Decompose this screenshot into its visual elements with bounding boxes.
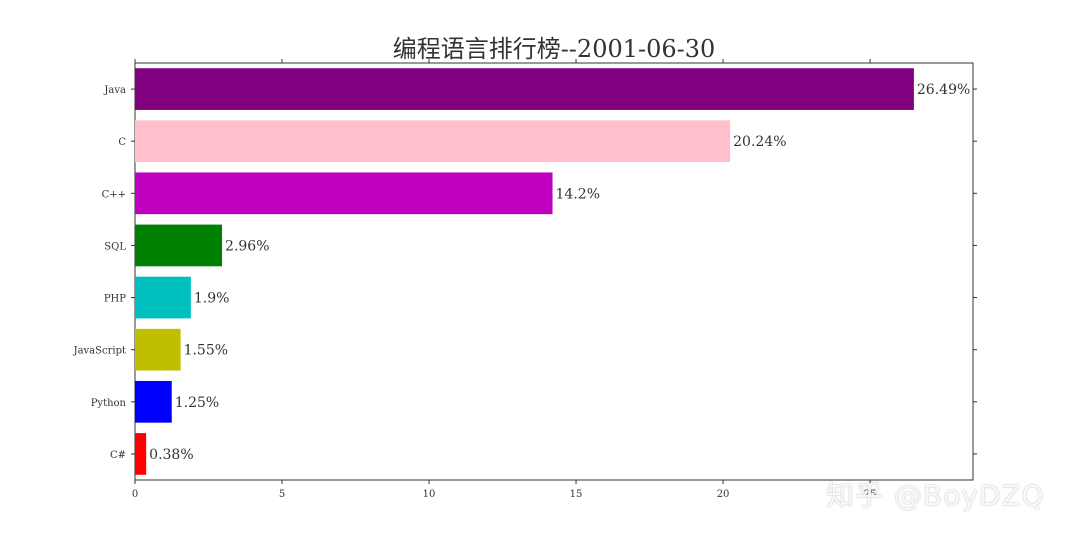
- chart-title: 编程语言排行榜--2001-06-30: [393, 35, 716, 63]
- data-label: 26.49%: [917, 82, 970, 98]
- bar: [135, 328, 181, 371]
- watermark: 知乎 @BoyDZQ: [826, 479, 1045, 512]
- data-label: 1.25%: [175, 395, 219, 411]
- x-tick-label: 25: [864, 489, 877, 500]
- bars: [135, 68, 914, 475]
- bar: [135, 68, 914, 110]
- data-label: 1.55%: [184, 343, 228, 359]
- y-tick-label: SQL: [104, 241, 126, 252]
- bar: [135, 380, 172, 423]
- bar: [135, 120, 731, 163]
- x-tick-label: 5: [279, 489, 285, 500]
- y-tick-label: Java: [103, 85, 126, 96]
- y-tick-label: JavaScript: [73, 346, 126, 357]
- data-label: 0.38%: [149, 447, 193, 463]
- data-label: 20.24%: [733, 134, 786, 150]
- data-label: 1.9%: [194, 291, 230, 307]
- data-label: 2.96%: [225, 238, 269, 254]
- y-tick-label: C#: [110, 450, 126, 461]
- bar: [135, 224, 223, 267]
- x-tick-label: 15: [570, 489, 583, 500]
- y-axis: Java C C++ SQL PHP JavaScript Python C#: [73, 85, 977, 461]
- y-tick-label: C++: [102, 189, 126, 200]
- y-tick-label: C: [118, 137, 126, 148]
- y-tick-label: Python: [91, 398, 127, 409]
- plot-frame: [134, 62, 974, 481]
- x-tick-label: 20: [717, 489, 730, 500]
- bar: [135, 433, 147, 475]
- bar: [135, 172, 553, 215]
- data-label: 14.2%: [556, 186, 600, 202]
- x-axis: 0 5 10 15 20 25: [132, 59, 877, 500]
- y-tick-label: PHP: [104, 294, 126, 305]
- bar: [135, 276, 191, 319]
- value-labels: 26.49% 20.24% 14.2% 2.96% 1.9% 1.55% 1.25% 0.38…: [149, 82, 970, 463]
- x-tick-label: 0: [132, 489, 138, 500]
- x-tick-label: 10: [423, 489, 436, 500]
